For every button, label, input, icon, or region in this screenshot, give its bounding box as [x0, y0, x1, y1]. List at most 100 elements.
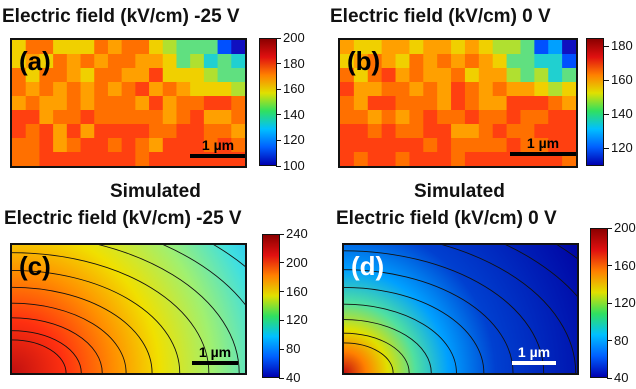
map-pixel: [94, 68, 109, 83]
map-pixel: [548, 124, 563, 139]
map-pixel: [534, 54, 549, 69]
map-pixel: [162, 96, 177, 111]
contour-line: [12, 317, 103, 373]
map-pixel: [548, 40, 563, 55]
map-pixel: [520, 40, 535, 55]
contour-line: [344, 250, 545, 373]
scale-line-b: [510, 152, 576, 156]
map-pixel: [94, 124, 109, 139]
map-pixel: [534, 96, 549, 111]
field-map-d: (d) 1 µm: [342, 243, 579, 375]
colorbar-c: [262, 234, 280, 378]
map-pixel: [340, 54, 355, 69]
map-pixel: [12, 152, 27, 166]
map-pixel: [66, 68, 82, 83]
map-pixel: [451, 110, 466, 125]
map-pixel: [451, 138, 466, 153]
map-pixel: [534, 40, 549, 55]
map-pixel: [353, 110, 369, 125]
map-pixel: [395, 54, 410, 69]
map-pixel: [409, 124, 424, 139]
map-pixel: [39, 68, 54, 83]
map-pixel: [80, 152, 95, 166]
map-pixel: [478, 124, 494, 139]
map-pixel: [562, 110, 576, 125]
map-pixel: [478, 96, 494, 111]
map-pixel: [121, 96, 136, 111]
scale-bar-c: 1 µm: [192, 344, 238, 365]
map-pixel: [66, 152, 82, 166]
map-pixel: [409, 152, 424, 166]
map-pixel: [53, 68, 68, 83]
contour-line: [344, 342, 394, 373]
map-pixel: [107, 152, 123, 166]
contour-line: [12, 302, 127, 373]
contour-line: [162, 245, 245, 306]
map-pixel: [395, 82, 410, 97]
contour-line: [344, 287, 485, 373]
map-pixel: [53, 82, 68, 97]
map-pixel: [534, 68, 549, 83]
map-pixel: [437, 96, 452, 111]
contour-lines-c: [12, 245, 245, 373]
colorbar-tick-a-3: 140: [276, 106, 305, 122]
map-pixel: [367, 124, 383, 139]
map-pixel: [66, 96, 82, 111]
map-pixel: [340, 138, 355, 153]
map-pixel: [80, 40, 95, 55]
contour-line: [213, 245, 245, 267]
map-pixel: [12, 138, 27, 153]
map-pixel: [381, 68, 397, 83]
map-pixel: [367, 152, 383, 166]
map-pixel: [107, 82, 123, 97]
map-pixel: [381, 40, 397, 55]
contour-line: [505, 245, 577, 297]
contour-line: [344, 269, 514, 373]
map-pixel: [121, 68, 136, 83]
map-pixel: [149, 152, 164, 166]
panel-label-c: (c): [19, 251, 51, 281]
map-pixel: [107, 124, 123, 139]
map-pixel: [217, 40, 232, 55]
map-pixel: [217, 96, 232, 111]
map-pixel: [25, 110, 40, 125]
map-pixel: [353, 138, 369, 153]
map-pixel: [53, 124, 68, 139]
contour-line: [12, 339, 67, 373]
map-pixel: [520, 54, 535, 69]
map-pixel: [562, 40, 576, 55]
map-pixel: [437, 110, 452, 125]
map-pixel: [121, 124, 136, 139]
map-pixel: [367, 68, 383, 83]
map-pixel: [190, 110, 205, 125]
contour-line: [344, 319, 432, 373]
map-pixel: [203, 40, 219, 55]
map-pixel: [25, 40, 40, 55]
map-pixel: [39, 138, 54, 153]
map-pixel: [492, 138, 508, 153]
map-pixel: [107, 110, 123, 125]
map-pixel: [562, 124, 576, 139]
map-pixel: [381, 124, 397, 139]
map-pixel: [107, 138, 123, 153]
map-pixel: [423, 68, 438, 83]
map-pixel: [107, 40, 123, 55]
colorbar-tick-a-4: 120: [276, 132, 305, 148]
map-pixel: [423, 138, 438, 153]
map-pixel: [492, 124, 508, 139]
colorbar-tick-b-3: 120: [604, 140, 633, 155]
map-pixel: [464, 110, 480, 125]
map-pixel: [203, 96, 219, 111]
map-pixel: [367, 138, 383, 153]
map-pixel: [162, 124, 177, 139]
map-pixel: [478, 54, 494, 69]
map-pixel: [492, 54, 508, 69]
map-pixel: [121, 110, 136, 125]
map-pixel: [121, 40, 136, 55]
map-pixel: [492, 40, 508, 55]
map-pixel: [353, 124, 369, 139]
colorbar-tick-b-0: 180: [604, 38, 633, 53]
map-pixel: [203, 124, 219, 139]
map-pixel: [409, 138, 424, 153]
map-pixel: [190, 138, 205, 153]
